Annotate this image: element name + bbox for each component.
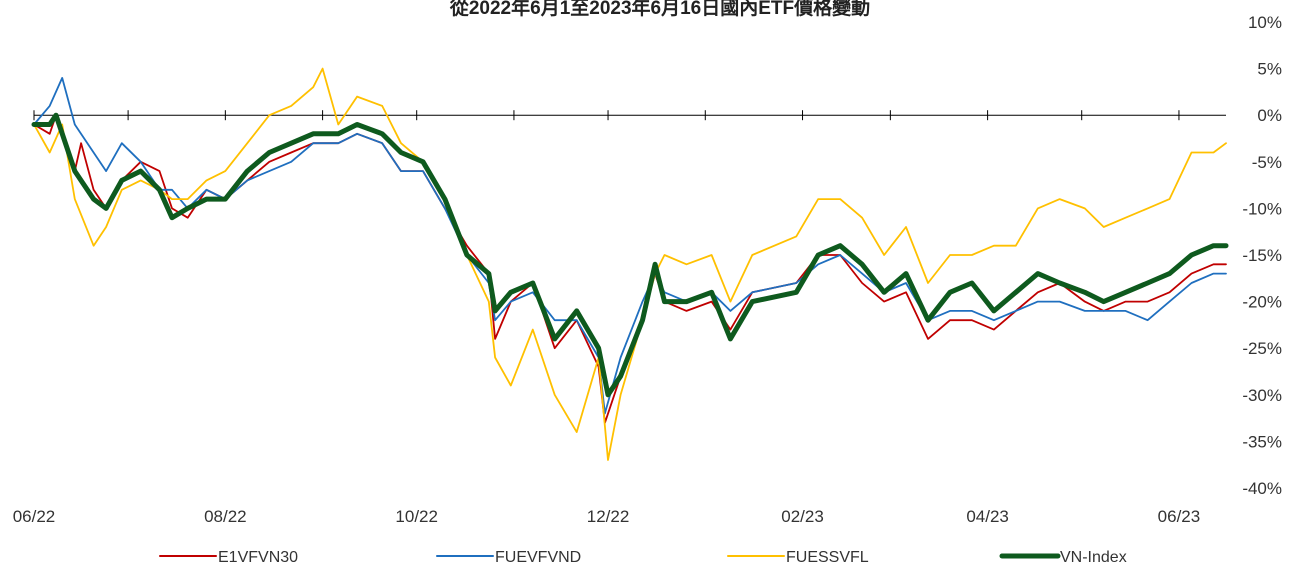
x-tick-label: 12/22 [587,507,630,526]
legend-label: E1VFVN30 [218,549,298,566]
x-tick-label: 06/22 [13,507,56,526]
y-tick-label: 5% [1257,60,1282,79]
series-line-fuessvfl [33,67,1227,461]
legend-label: FUEVFVND [495,549,581,566]
y-tick-label: -35% [1242,432,1282,451]
axes: 10% 5% 0% -5% -10% -15% -20% -25% -30% -35% -40% 06… [13,13,1282,526]
legend-label: VN-Index [1060,549,1127,566]
y-tick-label: 10% [1248,13,1282,32]
x-tick-label: 06/23 [1158,507,1201,526]
y-tick-label: -40% [1242,479,1282,498]
y-tick-label: -15% [1242,246,1282,265]
y-tick-label: -30% [1242,386,1282,405]
y-tick-label: -10% [1242,199,1282,218]
x-tick-label: 08/22 [204,507,247,526]
y-tick-label: -20% [1242,293,1282,312]
series-line-e1vfvn30 [33,114,1227,424]
series-line-vn-index [31,112,1229,398]
x-tick-label: 04/23 [966,507,1009,526]
series-lines [31,67,1229,461]
y-tick-label: -25% [1242,339,1282,358]
chart-title: 從2022年6月1至2023年6月16日國內ETF價格變動 [449,0,870,19]
y-tick-label: 0% [1257,106,1282,125]
x-tick-label: 10/22 [395,507,438,526]
x-tick-label: 02/23 [781,507,824,526]
y-tick-label: -5% [1252,153,1282,172]
legend-label: FUESSVFL [786,549,869,566]
legend: E1VFVN30 FUEVFVND FUESSVFL VN-Index [159,549,1127,566]
